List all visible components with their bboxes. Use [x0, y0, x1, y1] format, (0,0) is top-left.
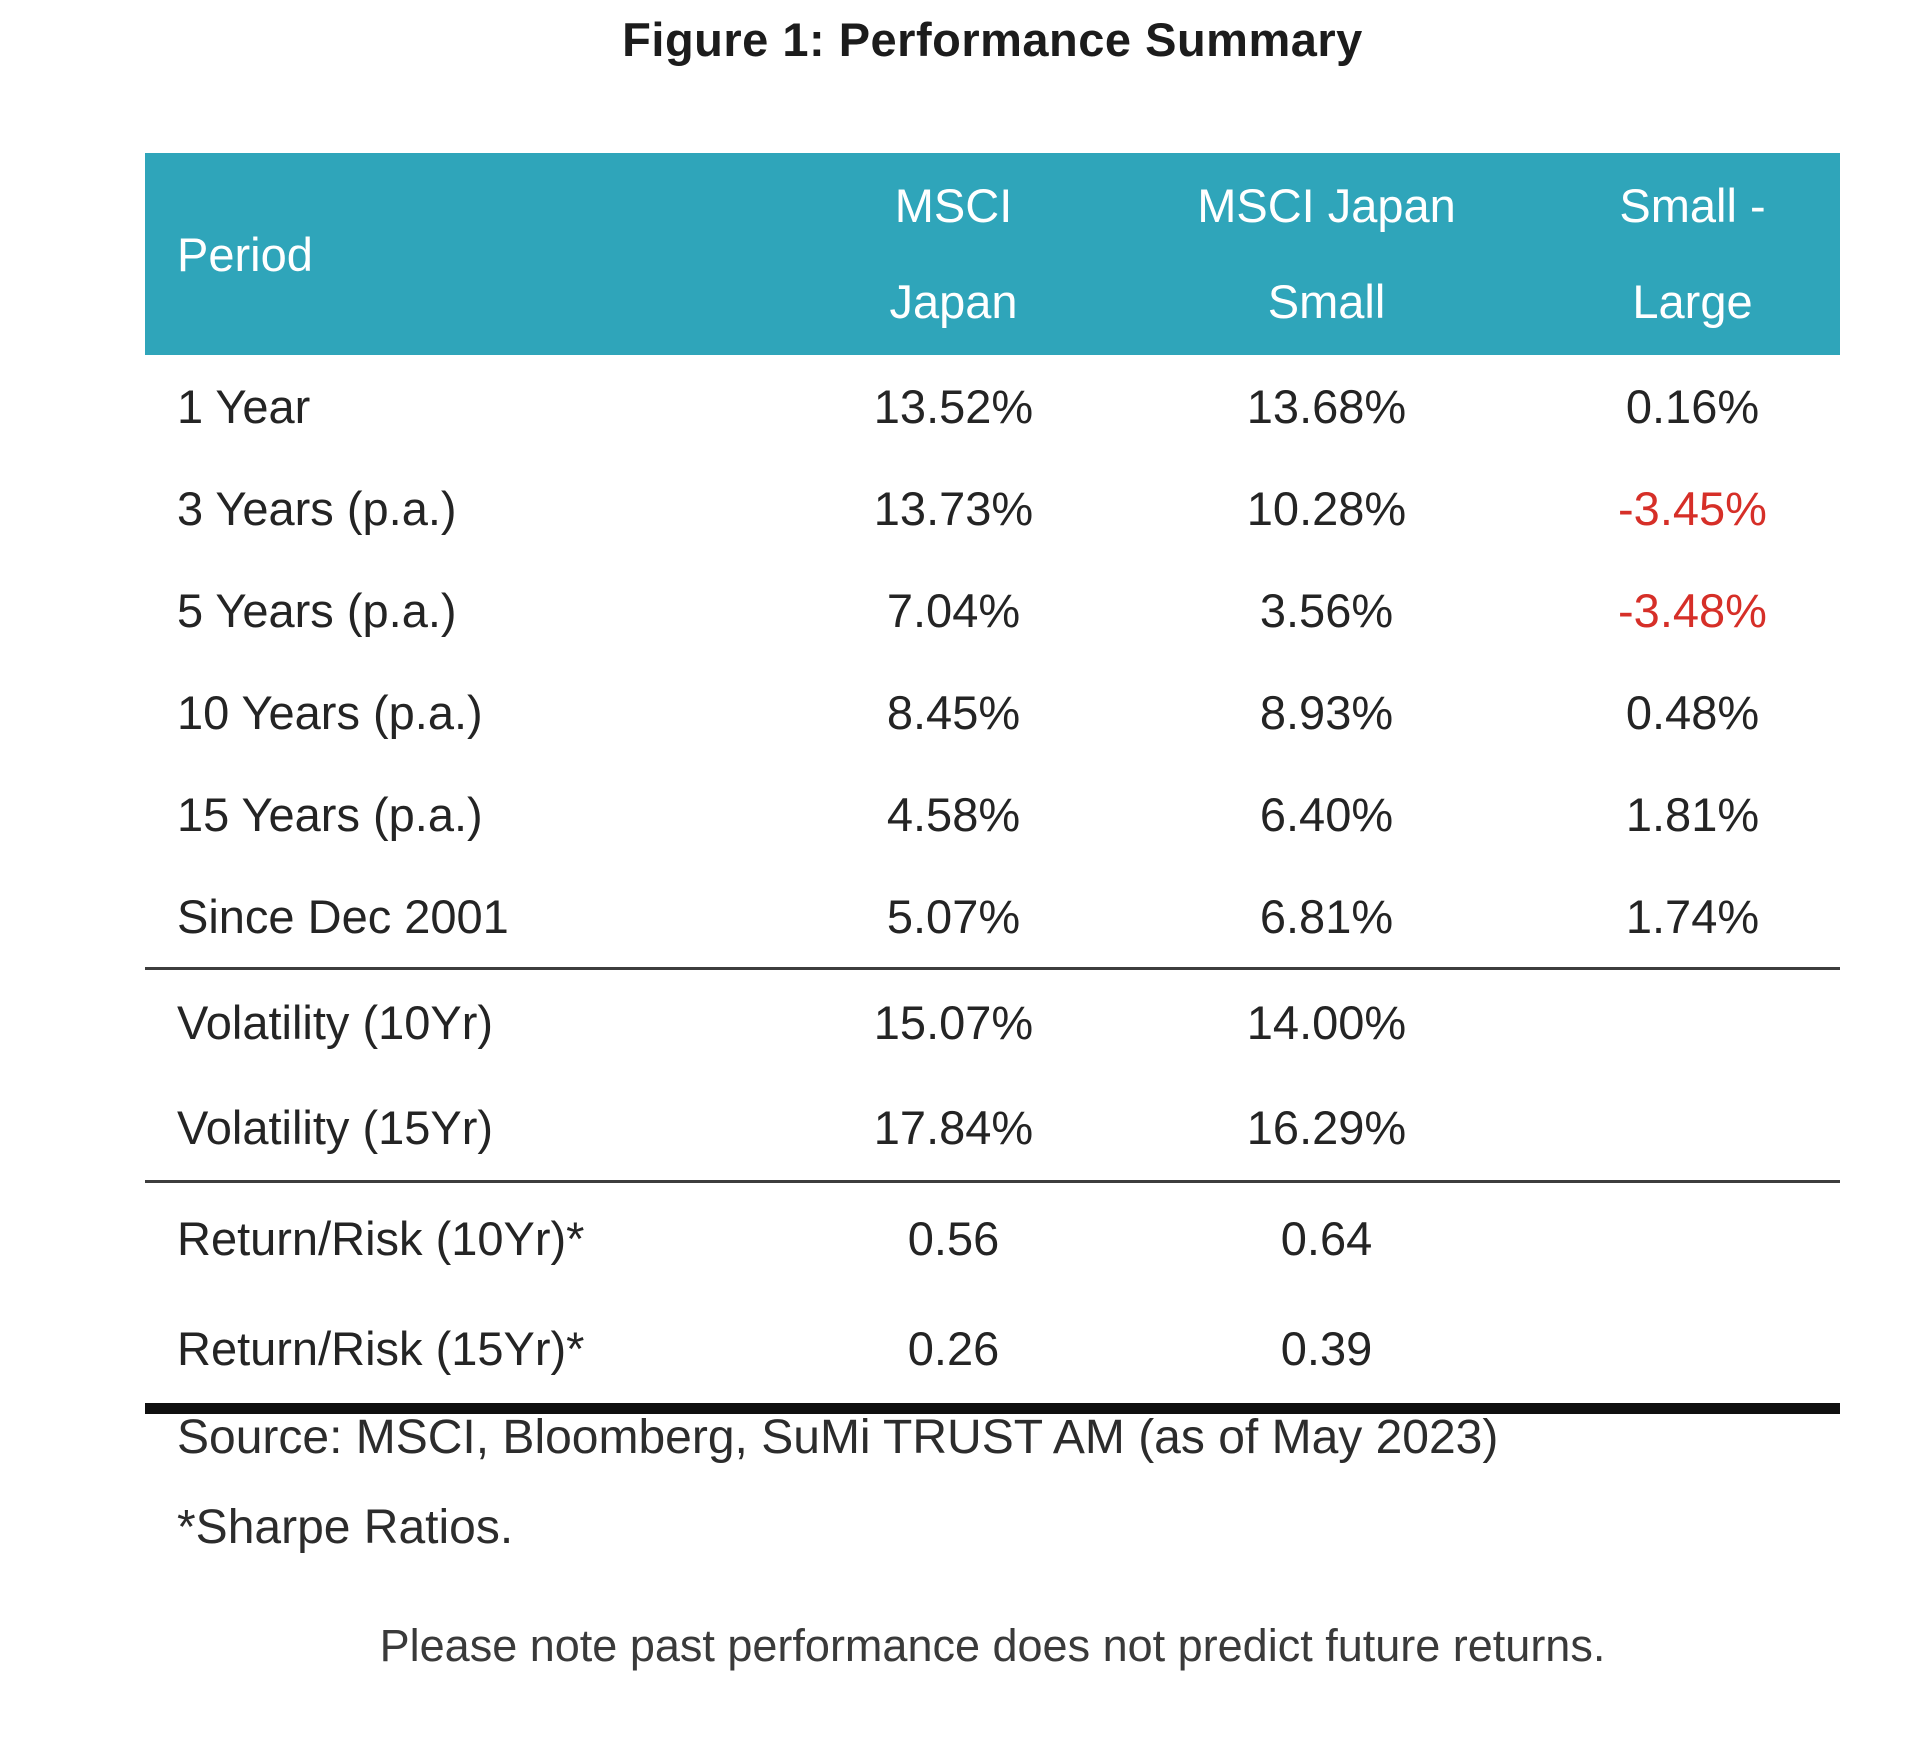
value-cell: 0.39 [1280, 1321, 1373, 1375]
past-performance-disclaimer: Please note past performance does not pr… [379, 1620, 1606, 1671]
period-cell: 10 Years (p.a.) [177, 685, 483, 739]
value-cell: 13.52% [873, 379, 1034, 433]
value-cell: 13.68% [1246, 379, 1407, 433]
column-header-small-minus-large: Small - Large [1545, 153, 1840, 355]
column-header-line: MSCI [894, 179, 1013, 232]
value-cell: 0.56 [799, 1180, 1108, 1293]
table-row: 5 Years (p.a.) 7.04% 3.56% -3.48% [145, 559, 1840, 661]
column-header-line: Small - [1619, 179, 1766, 232]
value-cell: 8.93% [1259, 685, 1394, 739]
value-cell: 8.45% [886, 685, 1021, 739]
sharpe-ratio-footnote: *Sharpe Ratios. [177, 1501, 514, 1554]
value-cell: 14.00% [1108, 967, 1545, 1075]
figure-title: Figure 1: Performance Summary [622, 13, 1363, 66]
performance-table: Period MSCI Japan MSCI Japan Small Small… [145, 153, 1840, 1414]
period-cell: Return/Risk (10Yr)* [145, 1180, 799, 1293]
column-header-msci-japan: MSCI Japan [799, 153, 1108, 355]
value-cell: 4.58% [886, 787, 1021, 841]
column-header-period: Period [145, 153, 799, 355]
table-row: Return/Risk (15Yr)* 0.26 0.39 [145, 1293, 1840, 1409]
table-row: 15 Years (p.a.) 4.58% 6.40% 1.81% [145, 763, 1840, 865]
value-cell: 6.40% [1259, 787, 1394, 841]
table-row: Return/Risk (10Yr)* 0.56 0.64 [145, 1180, 1840, 1293]
period-cell: 15 Years (p.a.) [177, 787, 483, 841]
table-row: Since Dec 2001 5.07% 6.81% 1.74% [145, 865, 1840, 969]
table-row: 3 Years (p.a.) 13.73% 10.28% -3.45% [145, 457, 1840, 559]
value-cell: 7.04% [886, 583, 1021, 637]
value-cell: -3.45% [1618, 481, 1767, 535]
value-cell [1545, 967, 1840, 1075]
column-header-line: Japan [889, 275, 1018, 328]
table-header-row: Period MSCI Japan MSCI Japan Small Small… [145, 153, 1840, 355]
value-cell: 1.74% [1625, 889, 1760, 943]
value-cell: -3.48% [1618, 583, 1767, 637]
period-cell: 5 Years (p.a.) [177, 583, 457, 637]
value-cell: 17.84% [873, 1101, 1034, 1154]
table-row: 1 Year 13.52% 13.68% 0.16% [145, 355, 1840, 457]
period-cell: Return/Risk (15Yr)* [177, 1321, 585, 1375]
source-note: Source: MSCI, Bloomberg, SuMi TRUST AM (… [177, 1411, 1499, 1464]
value-cell [1545, 1293, 1840, 1409]
value-cell: 0.26 [907, 1321, 1000, 1375]
value-cell: 6.81% [1259, 889, 1394, 943]
value-cell: 16.29% [1246, 1101, 1407, 1154]
table-row: 10 Years (p.a.) 8.45% 8.93% 0.48% [145, 661, 1840, 763]
value-cell: 1.81% [1625, 787, 1760, 841]
table-row: Volatility (10Yr) 15.07% 14.00% [145, 967, 1840, 1075]
column-header-line: Large [1632, 275, 1753, 328]
value-cell: 15.07% [799, 967, 1108, 1075]
value-cell [1545, 1075, 1840, 1182]
value-cell: 13.73% [873, 481, 1034, 535]
column-header-line: Small [1267, 275, 1386, 328]
period-cell: Volatility (10Yr) [145, 967, 799, 1075]
column-header-msci-japan-small: MSCI Japan Small [1108, 153, 1545, 355]
period-cell: Since Dec 2001 [177, 889, 509, 943]
value-cell: 0.48% [1625, 685, 1760, 739]
table-row: Volatility (15Yr) 17.84% 16.29% [145, 1075, 1840, 1182]
value-cell [1545, 1180, 1840, 1293]
period-cell: 1 Year [177, 379, 311, 433]
period-cell: Volatility (15Yr) [177, 1101, 494, 1154]
value-cell: 3.56% [1259, 583, 1394, 637]
value-cell: 0.64 [1108, 1180, 1545, 1293]
period-cell: 3 Years (p.a.) [177, 481, 457, 535]
column-header-line: MSCI Japan [1197, 179, 1456, 232]
value-cell: 5.07% [886, 889, 1021, 943]
value-cell: 10.28% [1246, 481, 1407, 535]
value-cell: 0.16% [1625, 379, 1760, 433]
